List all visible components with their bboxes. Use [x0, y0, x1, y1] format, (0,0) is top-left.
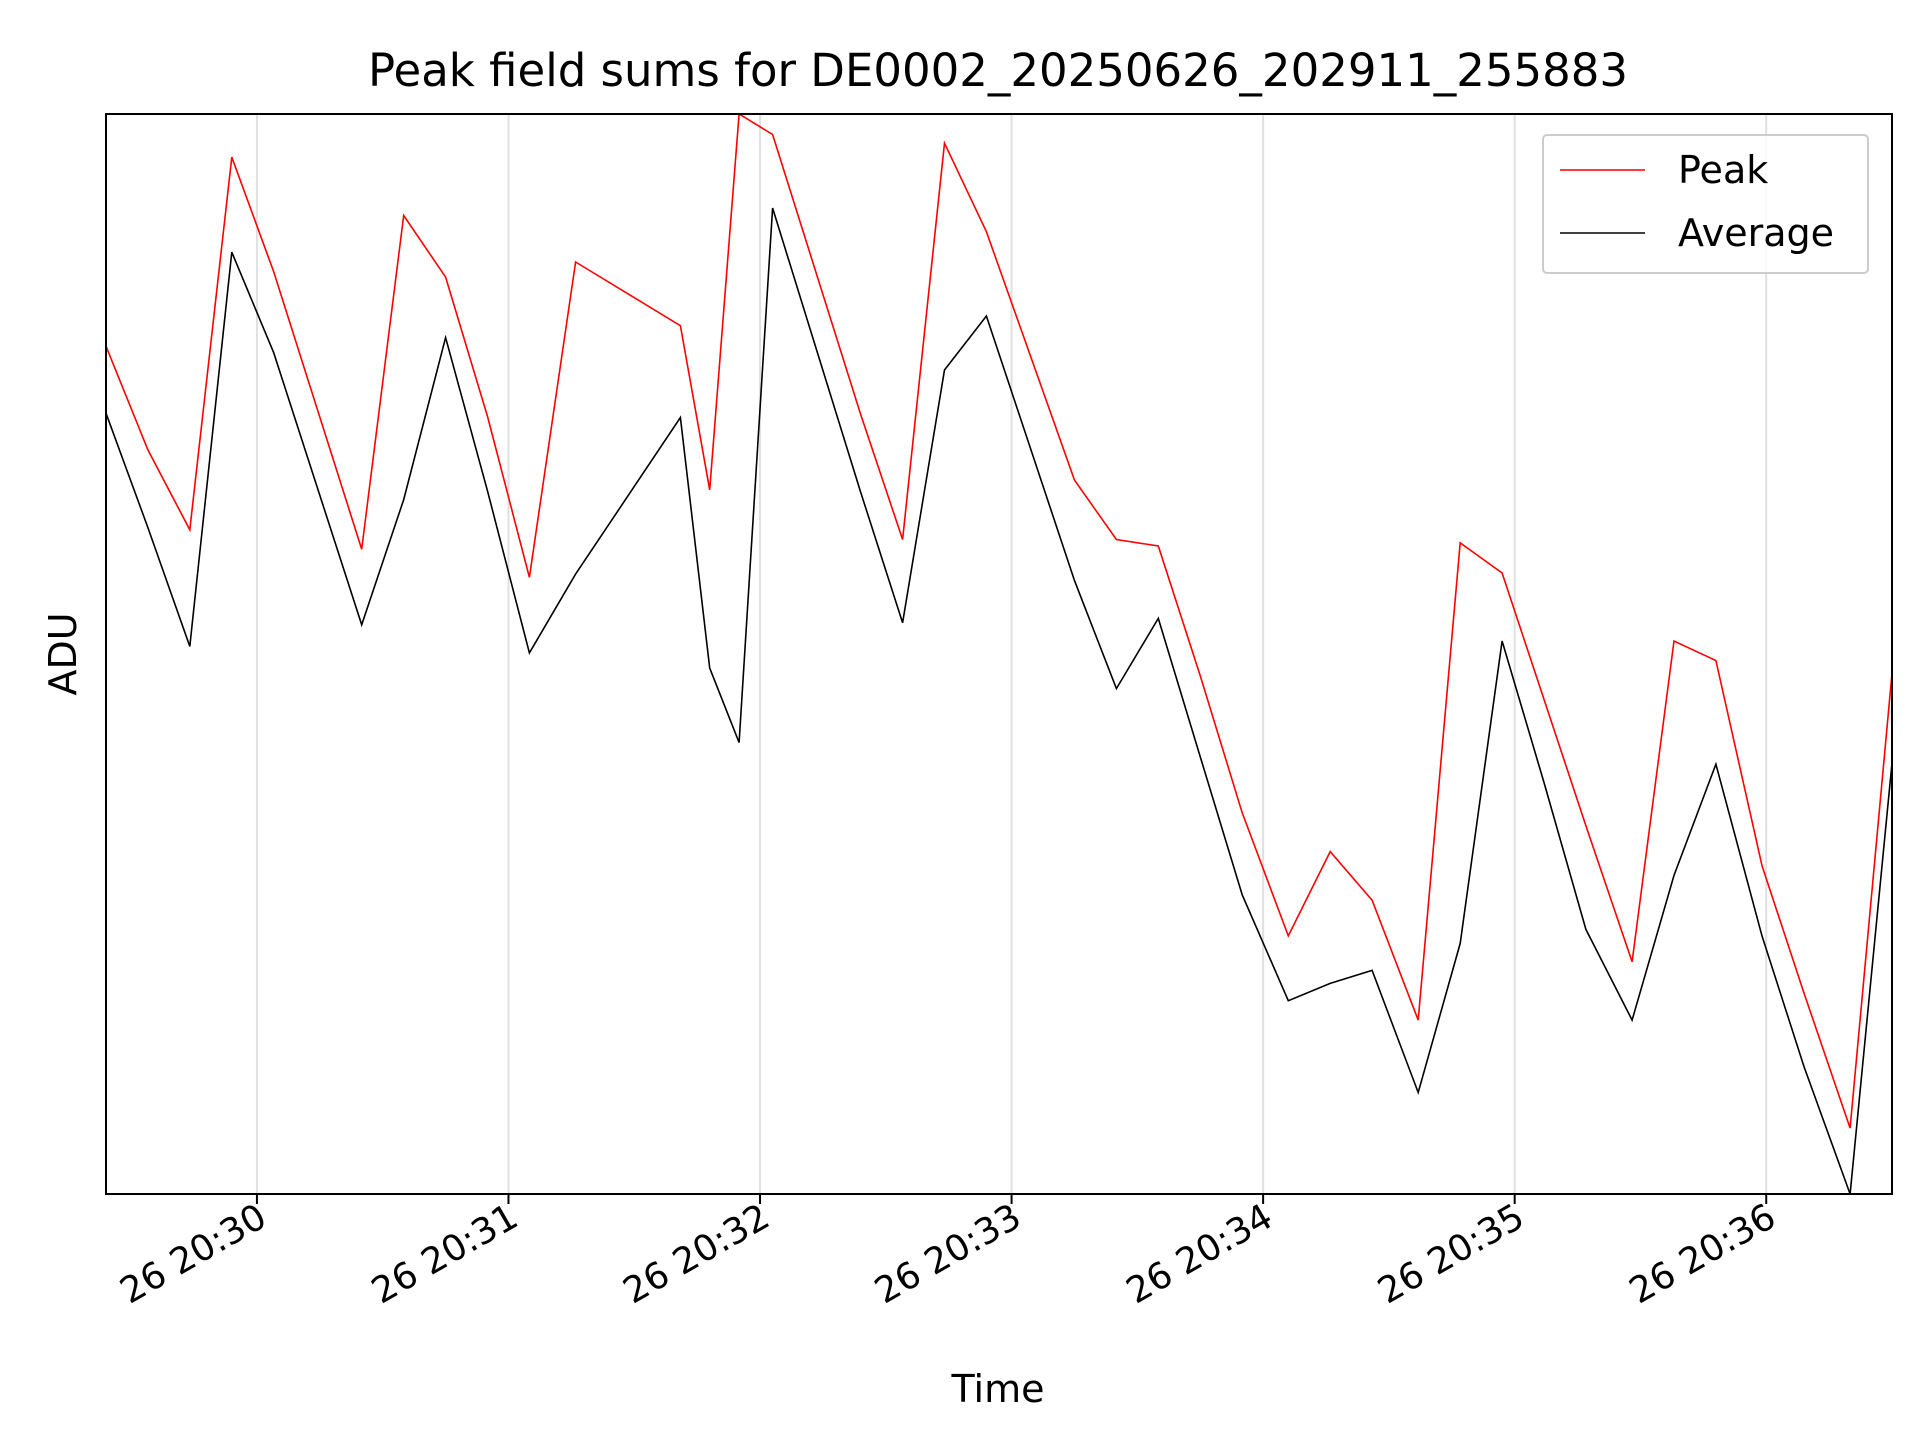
- series-line-peak: [105, 112, 1893, 1129]
- legend-label-average: Average: [1678, 211, 1834, 255]
- x-tick-label: 26 20:31: [365, 1196, 525, 1312]
- legend: Peak Average: [1542, 134, 1869, 274]
- y-axis-label: ADU: [41, 612, 85, 695]
- plot-frame: [105, 113, 1893, 1195]
- x-axis-label: Time: [951, 1367, 1045, 1411]
- x-tick-label: 26 20:30: [113, 1196, 273, 1312]
- x-axis-ticks: 26 20:30 26 20:31 26 20:32 26 20:33 26 20:34…: [113, 1194, 1783, 1312]
- legend-label-peak: Peak: [1678, 148, 1768, 192]
- x-tick-label: 26 20:35: [1371, 1196, 1531, 1312]
- gridlines: [255, 114, 1768, 1194]
- x-tick-label: 26 20:34: [1120, 1196, 1280, 1312]
- series-layer: [105, 112, 1893, 1195]
- series-line-average: [105, 207, 1893, 1195]
- x-tick-label: 26 20:36: [1623, 1196, 1783, 1312]
- x-tick-label: 26 20:32: [617, 1196, 777, 1312]
- x-tick-label: 26 20:33: [868, 1196, 1028, 1312]
- chart-title: Peak field sums for DE0002_20250626_2029…: [368, 44, 1628, 97]
